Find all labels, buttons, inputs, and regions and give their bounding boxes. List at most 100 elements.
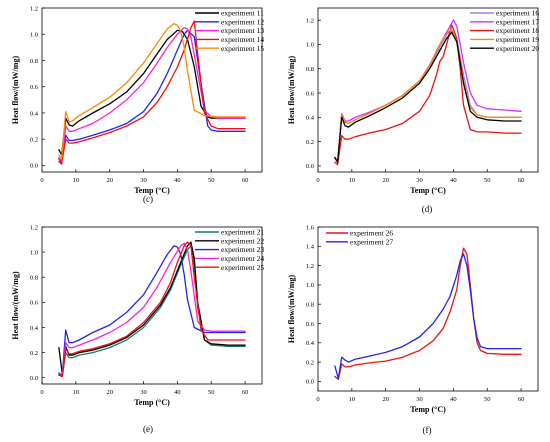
y-tick-label: 0.6 — [30, 300, 39, 307]
legend-label: experiment 27 — [350, 237, 393, 246]
y-tick-label: 1.6 — [306, 224, 315, 231]
x-tick-label: 0 — [40, 177, 43, 184]
y-axis-label: Heat flow/(mW/mg) — [11, 271, 20, 340]
series-line-1 — [334, 29, 522, 163]
x-tick-label: 40 — [450, 177, 457, 184]
series-line-1 — [334, 247, 522, 381]
y-tick-label: 0.8 — [30, 275, 38, 282]
x-tick-label: 30 — [140, 177, 147, 184]
x-tick-label: 60 — [242, 177, 249, 184]
x-tick-label: 40 — [450, 396, 457, 403]
x-tick-label: 40 — [174, 389, 181, 396]
panel-label: (d) — [422, 204, 433, 214]
legend-label: experiment 23 — [221, 245, 264, 254]
series-line-3 — [58, 27, 246, 163]
legend-label: experiment 26 — [350, 229, 393, 238]
y-tick-label: 1.0 — [306, 42, 314, 49]
y-tick-label: 0.4 — [306, 340, 315, 347]
series-line-3 — [58, 245, 246, 376]
x-tick-label: 60 — [242, 389, 249, 396]
x-tick-label: 20 — [106, 389, 113, 396]
x-axis-label: Temp (°C) — [134, 186, 170, 195]
panel-label: (e) — [143, 424, 153, 434]
legend-label: experiment 18 — [496, 26, 539, 35]
x-tick-label: 10 — [349, 396, 356, 403]
x-tick-label: 10 — [73, 177, 80, 184]
y-tick-label: 0.0 — [30, 163, 38, 170]
series-line-4 — [334, 29, 522, 163]
y-tick-label: 0.4 — [306, 115, 315, 122]
y-tick-label: 1.2 — [306, 263, 314, 270]
x-tick-label: 50 — [208, 389, 215, 396]
legend-label: experiment 22 — [221, 236, 264, 245]
legend-label: experiment 20 — [496, 44, 539, 53]
y-tick-label: 0.2 — [306, 359, 314, 366]
legend-label: experiment 25 — [221, 263, 264, 272]
plot-frame — [41, 7, 263, 173]
y-tick-label: 1.0 — [30, 32, 38, 39]
chart-panel-3: 0 10 20 30 40 50 60 0.0 0.2 0.4 0.6 0.8 1.0 1.2 Temp (… — [11, 224, 264, 434]
y-tick-label: 0.0 — [306, 163, 314, 170]
y-axis-label: Heat flow/(mW/mg) — [287, 56, 296, 125]
y-tick-label: 0.2 — [30, 350, 38, 357]
x-tick-label: 50 — [484, 177, 491, 184]
legend-label: experiment 16 — [496, 9, 539, 18]
y-tick-label: 0.8 — [306, 301, 314, 308]
y-tick-label: 1.4 — [306, 244, 315, 251]
plot-frame — [317, 7, 539, 173]
legend-label: experiment 14 — [221, 35, 264, 44]
x-tick-label: 60 — [518, 177, 525, 184]
x-tick-label: 0 — [316, 396, 319, 403]
y-axis-label: Heat flow/(mW/mg) — [11, 56, 20, 125]
series-line-5 — [58, 241, 246, 378]
legend-label: experiment 11 — [221, 9, 264, 18]
legend-label: experiment 21 — [221, 228, 264, 237]
x-tick-label: 30 — [416, 177, 423, 184]
x-tick-label: 20 — [106, 177, 113, 184]
series-line-5 — [58, 23, 246, 160]
series-line-3 — [334, 24, 522, 166]
series-line-2 — [58, 29, 246, 164]
x-tick-label: 0 — [316, 177, 319, 184]
x-axis-label: Temp (°C) — [410, 186, 446, 195]
plot-frame — [41, 226, 263, 385]
y-tick-label: 0.0 — [306, 379, 314, 386]
legend-label: experiment 17 — [496, 17, 539, 26]
y-tick-label: 1.2 — [30, 5, 38, 12]
x-tick-label: 20 — [382, 177, 389, 184]
series-line-5 — [334, 31, 522, 163]
chart-panel-2: 0 10 20 30 40 50 60 0.0 0.2 0.4 0.6 0.8 1.0 1.2 Temp (… — [287, 7, 539, 214]
x-axis-label: Temp (°C) — [134, 398, 170, 407]
y-tick-label: 0.0 — [30, 375, 38, 382]
chart-panel-1: 0 10 20 30 40 50 60 0.0 0.2 0.4 0.6 0.8 1.0 1.2 Temp (… — [11, 5, 264, 204]
legend-label: experiment 19 — [496, 35, 539, 44]
plot-frame — [317, 226, 539, 392]
x-tick-label: 60 — [518, 396, 525, 403]
series-line-4 — [58, 20, 246, 165]
series-line-1 — [58, 29, 246, 156]
x-tick-label: 30 — [140, 389, 147, 396]
y-tick-label: 0.4 — [30, 110, 39, 117]
x-tick-label: 50 — [484, 396, 491, 403]
legend-label: experiment 15 — [221, 44, 264, 53]
legend-label: experiment 24 — [221, 254, 264, 263]
y-axis-label: Heat flow/(mW/mg) — [287, 275, 296, 344]
y-tick-label: 0.8 — [30, 58, 38, 65]
panel-label: (c) — [143, 194, 153, 204]
x-tick-label: 0 — [40, 389, 43, 396]
y-tick-label: 1.2 — [30, 224, 38, 231]
panel-label: (f) — [423, 425, 432, 435]
y-tick-label: 0.2 — [306, 139, 314, 146]
x-tick-label: 20 — [382, 396, 389, 403]
x-axis-label: Temp (°C) — [410, 405, 446, 414]
x-tick-label: 10 — [349, 177, 356, 184]
y-tick-label: 1.0 — [306, 282, 314, 289]
y-tick-label: 0.6 — [306, 321, 315, 328]
y-tick-label: 0.4 — [30, 325, 39, 332]
y-tick-label: 0.6 — [306, 90, 315, 97]
